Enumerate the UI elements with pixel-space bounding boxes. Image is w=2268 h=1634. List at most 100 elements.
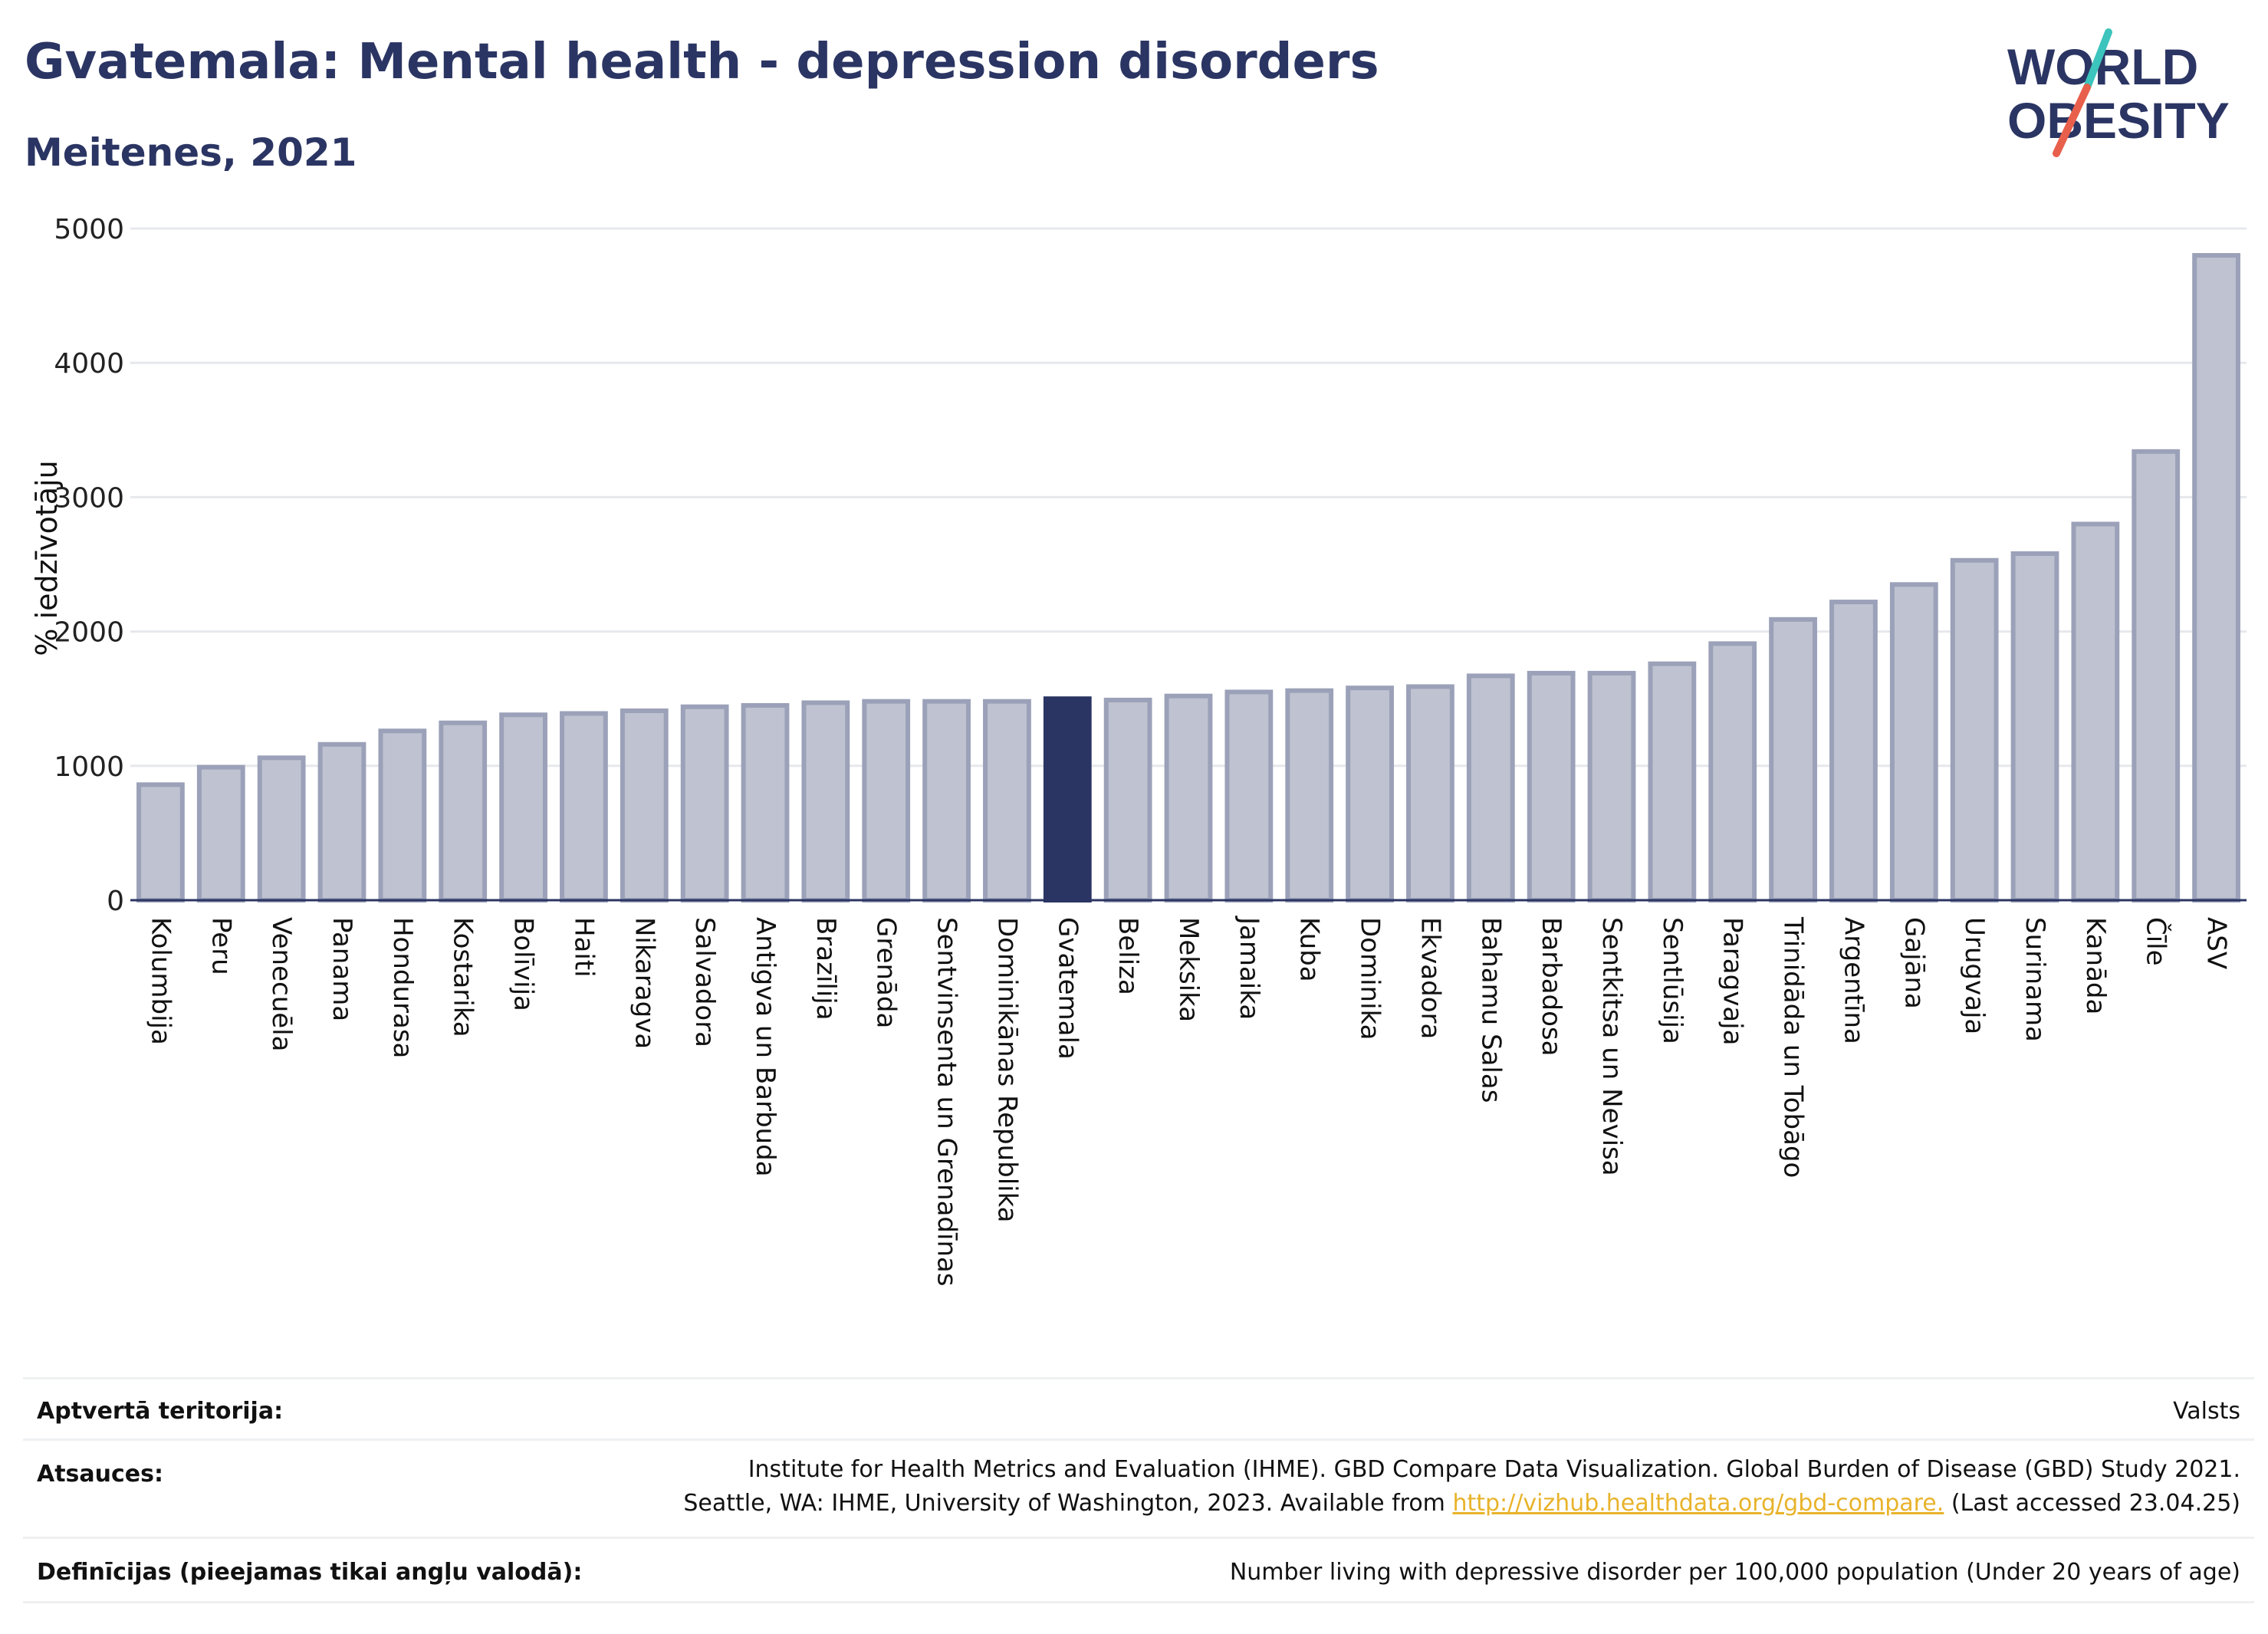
bar [196, 764, 245, 902]
x-tick-label: Antigva un Barbuda [750, 917, 781, 1177]
chart-title: Gvatemala: Mental health - depression di… [25, 34, 1379, 90]
x-tick-label: Gajāna [1898, 917, 1929, 1009]
bar [1527, 670, 1576, 902]
x-tick-label: Dominika [1355, 917, 1385, 1040]
sources-label: Atsauces: [37, 1461, 163, 1488]
x-tick-label: Trinidāda un Tobāgo [1778, 916, 1809, 1178]
x-tick-label: ASV [2201, 917, 2232, 969]
bar [1648, 661, 1697, 902]
x-tick-label: Urugvaja [1959, 917, 1990, 1034]
y-tick-label: 1000 [54, 751, 124, 783]
x-axis-labels: Kolumbija Peru Venecuēla Panama Hondurasa Kos… [145, 916, 2231, 1287]
chart-subtitle: Meitenes, 2021 [25, 130, 357, 175]
logo-slash-bottom [2053, 84, 2091, 157]
bar [317, 741, 366, 902]
x-tick-label: Kolumbija [145, 917, 176, 1045]
x-tick-label: Barbadosa [1536, 917, 1566, 1057]
bar [1346, 685, 1394, 903]
x-tick-label: Dominikānas Republika [991, 917, 1022, 1223]
sources-line2-post: (Last accessed 23.04.25) [1944, 1490, 2240, 1517]
x-tick-label: Brazīlija [810, 917, 841, 1021]
x-tick-label: Salvadora [689, 917, 720, 1047]
y-tick-label: 4000 [54, 348, 124, 380]
x-tick-label: Sentvinsenta un Grenadīnas [932, 917, 962, 1287]
bar [1285, 688, 1334, 902]
sources-link[interactable]: http://vizhub.healthdata.org/gbd-compare… [1452, 1490, 1944, 1517]
bar [1587, 670, 1636, 902]
x-tick-label: Ekvadora [1415, 917, 1445, 1039]
territory-label: Aptvertā teritorija: [37, 1398, 284, 1425]
bars [136, 253, 2240, 903]
bar [1103, 697, 1152, 903]
x-tick-label: Hondurasa [387, 917, 418, 1058]
bar [801, 700, 850, 902]
definitions-label: Definīcijas (pieejamas tikai angļu valod… [37, 1559, 583, 1586]
sources-line2-pre: Seattle, WA: IHME, University of Washing… [683, 1490, 1453, 1517]
bar [378, 728, 427, 902]
bar [257, 755, 306, 903]
bar [1164, 693, 1213, 902]
bar [983, 699, 1031, 902]
bar [862, 699, 911, 902]
x-tick-label: Haiti [568, 917, 599, 978]
y-tick-label: 2000 [54, 617, 124, 649]
sources-line1: Institute for Health Metrics and Evaluat… [748, 1456, 2240, 1483]
x-tick-label: Meksika [1173, 917, 1204, 1022]
x-tick-label: Panama [327, 917, 357, 1021]
sources-line2: Seattle, WA: IHME, University of Washing… [683, 1487, 2240, 1521]
y-tick-label: 3000 [54, 482, 124, 514]
bar [439, 720, 488, 903]
x-tick-label: Kuba [1294, 917, 1325, 982]
x-tick-label: Jamaika [1234, 916, 1264, 1020]
x-tick-label: Čīle [2141, 917, 2172, 966]
bar [2071, 521, 2120, 902]
x-tick-label: Paragvaja [1717, 917, 1748, 1045]
x-tick-label: Surinama [2020, 917, 2050, 1042]
bar [620, 708, 669, 903]
sources-value: Institute for Health Metrics and Evaluat… [683, 1453, 2240, 1521]
y-tick-label: 5000 [54, 214, 124, 245]
y-axis-title: % iedzīvotāju [30, 460, 64, 656]
bar [2192, 253, 2240, 903]
world-obesity-logo: WORLD OBESITY [2007, 28, 2230, 157]
x-tick-label: Beliza [1113, 917, 1143, 995]
footer-definitions-row: Definīcijas (pieejamas tikai angļu valod… [23, 1537, 2254, 1603]
x-tick-label: Nikaragva [629, 917, 659, 1049]
bar [1708, 641, 1757, 902]
bar [1829, 600, 1878, 903]
bar-highlighted [1043, 696, 1092, 902]
bar [1950, 557, 1999, 903]
bar [136, 782, 185, 902]
x-tick-label: Bahamu Salas [1475, 917, 1506, 1103]
bar [2132, 449, 2181, 902]
x-tick-label: Sentkitsa un Nevisa [1596, 917, 1627, 1176]
bar [922, 699, 971, 902]
bar [560, 711, 608, 902]
footer-territory-row: Aptvertā teritorija: Valsts [23, 1377, 2254, 1441]
bar [1406, 684, 1454, 902]
x-tick-label: Gvatemala [1052, 917, 1083, 1060]
bar [1466, 673, 1515, 903]
bar [499, 712, 547, 902]
definitions-value: Number living with depressive disorder p… [1229, 1559, 2240, 1586]
bar [1889, 582, 1938, 903]
x-tick-label: Argentīna [1838, 917, 1869, 1044]
bar-chart: 0 1000 2000 3000 4000 5000 Kolumbija Peru Venec… [30, 214, 2247, 1287]
x-tick-label: Grenāda [871, 917, 902, 1028]
x-tick-label: Sentlūsija [1657, 917, 1688, 1044]
y-tick-label: 0 [107, 886, 124, 917]
logo-slash-top [2083, 28, 2112, 91]
territory-value: Valsts [2173, 1398, 2240, 1425]
bar [680, 704, 729, 902]
x-tick-label: Kanāda [2080, 917, 2111, 1014]
bar [2010, 551, 2059, 902]
footer-sources-row: Atsauces: Institute for Health Metrics a… [23, 1438, 2254, 1539]
logo-line2: OBESITY [2007, 92, 2230, 149]
x-tick-label: Peru [205, 917, 236, 975]
bar [1224, 689, 1274, 902]
bar [1769, 616, 1817, 902]
bar [741, 702, 790, 903]
x-tick-label: Kostarika [448, 917, 478, 1037]
footer-bottom-border [23, 1601, 2254, 1603]
y-axis-ticks: 0 1000 2000 3000 4000 5000 [54, 214, 124, 917]
